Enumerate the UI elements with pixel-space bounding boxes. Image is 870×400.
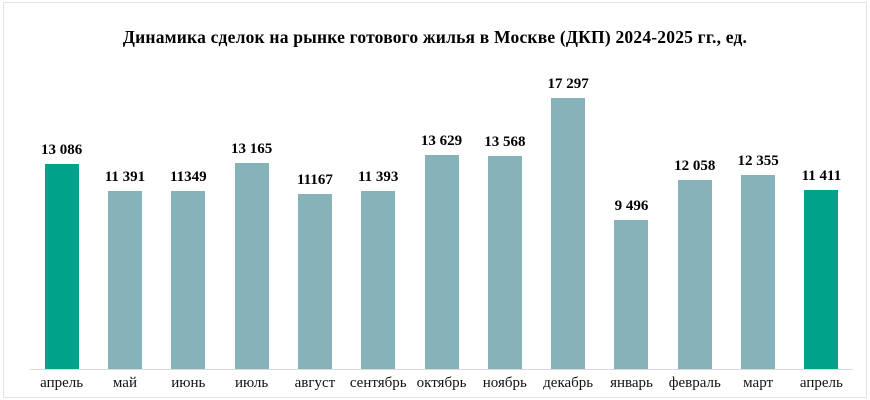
bar [551, 98, 586, 369]
bar-value-label: 13 165 [230, 141, 273, 157]
bar-column: 13 165 [220, 75, 283, 369]
x-axis-label: май [112, 375, 137, 391]
x-axis-label: январь [610, 375, 653, 391]
bar-column: 9 496 [600, 75, 663, 369]
bar-column: 13 629 [410, 75, 473, 369]
x-axis-label: апрель [799, 375, 843, 391]
bar [741, 175, 776, 369]
bar [171, 191, 206, 369]
bar-value-label: 13 568 [484, 134, 526, 150]
x-axis-label: июль [235, 375, 269, 391]
x-axis-label: август [294, 375, 336, 391]
bar-column: 12 355 [726, 75, 789, 369]
x-axis-label: октябрь [416, 375, 467, 391]
x-axis-label: ноябрь [482, 375, 527, 391]
bar [804, 190, 839, 369]
x-axis-label: март [743, 375, 774, 391]
bar-value-label: 11 391 [104, 169, 146, 185]
bar [234, 163, 269, 369]
bar-column: 17 297 [537, 75, 600, 369]
bar-column: 11349 [157, 75, 220, 369]
bar [677, 180, 712, 369]
x-axis-label: декабрь [543, 375, 594, 391]
bar-column: 13 086 [30, 75, 93, 369]
bar-value-label: 17 297 [547, 76, 589, 92]
x-axis-label: июнь [171, 375, 206, 391]
x-axis: апрель май июнь июль август сентябрь октябрь но… [30, 375, 853, 392]
bar-column: 12 058 [663, 75, 726, 369]
bar-value-label: 12 355 [737, 153, 779, 169]
x-axis-label: февраль [668, 375, 721, 391]
chart-title: Динамика сделок на рынке готового жилья … [122, 27, 748, 47]
bar-column: 13 568 [473, 75, 536, 369]
x-axis-label: апрель [40, 375, 84, 391]
bar-column: 11167 [283, 75, 346, 369]
bar-value-label: 12 058 [674, 158, 716, 174]
bar-value-label: 11 411 [801, 168, 842, 184]
plot-area: 13 086 11 391 11349 13 165 11167 11 393 13 629… [30, 75, 853, 370]
bar-value-label: 9 496 [614, 198, 649, 214]
bar-column: 11 391 [93, 75, 156, 369]
bar [361, 191, 396, 369]
bar-value-label: 13 086 [41, 142, 83, 158]
bar [424, 155, 459, 369]
bar-value-label: 13 629 [420, 133, 463, 149]
x-axis-label: сентябрь [349, 375, 407, 391]
bar-value-label: 11 393 [358, 169, 399, 185]
bar-value-label: 11349 [169, 169, 207, 185]
bar [614, 220, 649, 369]
bar [107, 191, 142, 369]
bar [487, 156, 522, 369]
bar-value-label: 11167 [296, 172, 333, 188]
bar-column: 11 393 [347, 75, 410, 369]
bar [44, 164, 79, 369]
bar-chart: 13 086 11 391 11349 13 165 11167 11 393 13 629… [30, 75, 853, 392]
bar [297, 194, 332, 369]
bar-column: 11 411 [790, 75, 853, 369]
